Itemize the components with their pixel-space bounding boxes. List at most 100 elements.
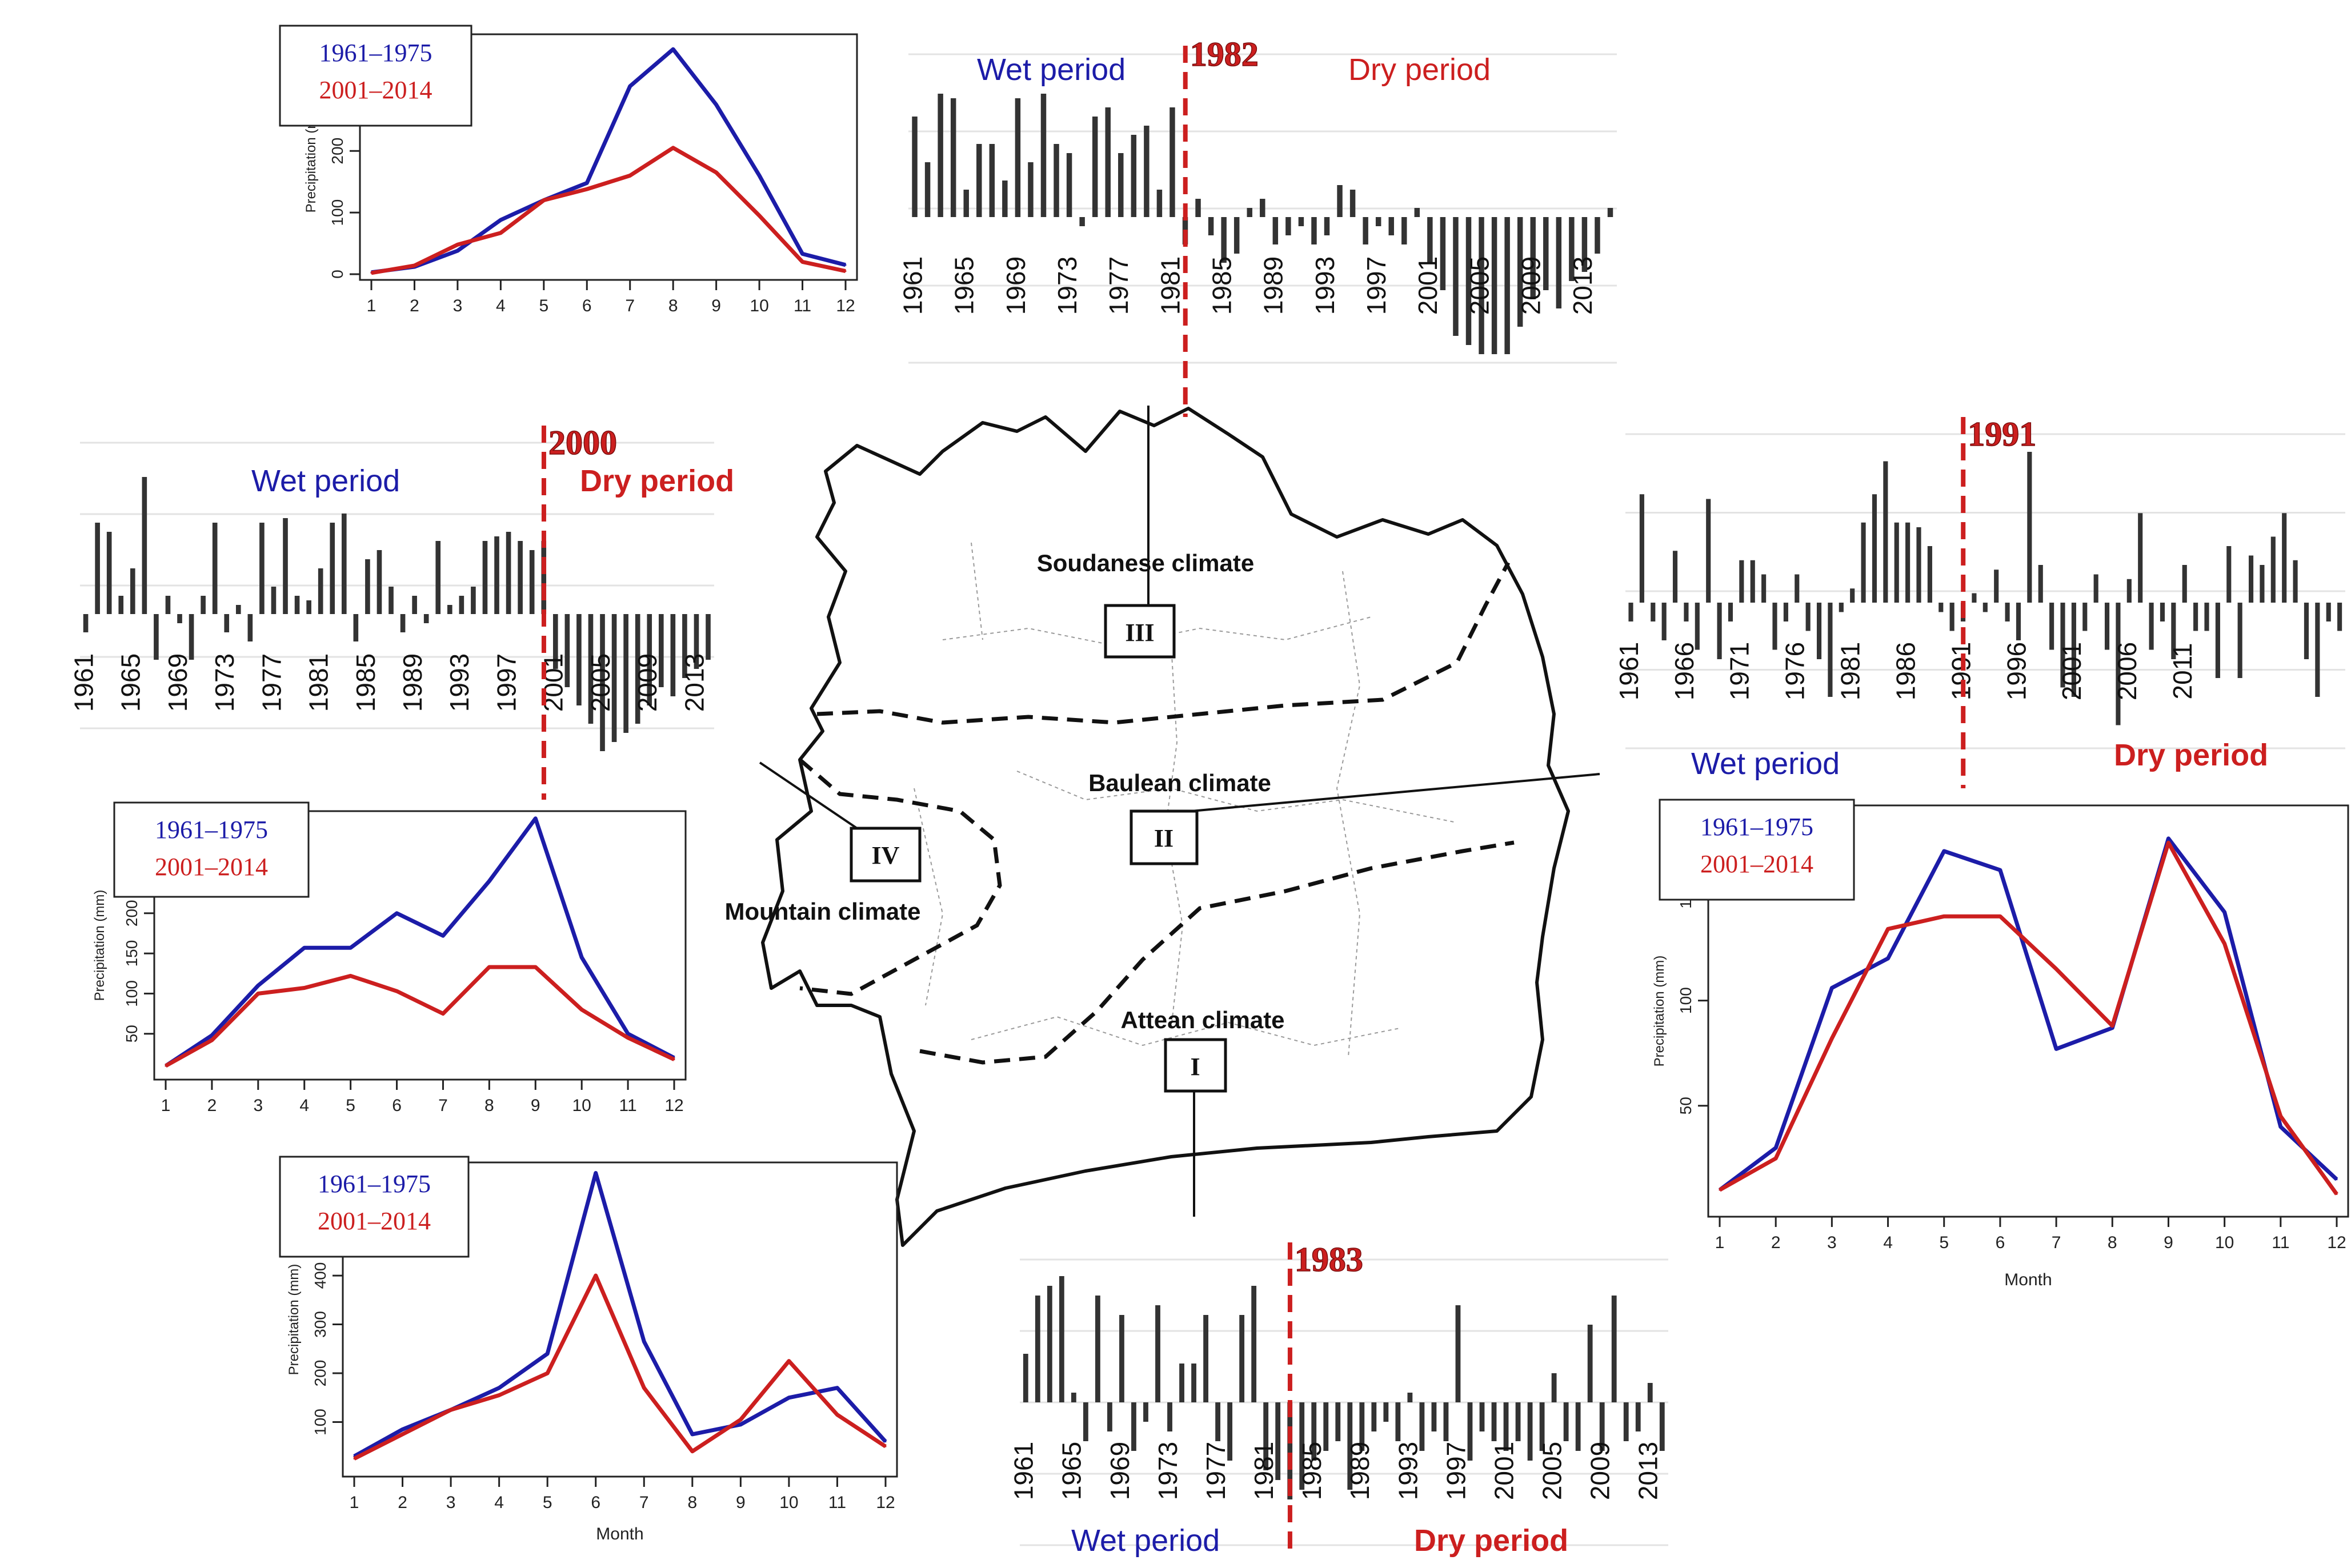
x-tick-label: 4 <box>494 1493 504 1512</box>
anomaly-bar <box>224 614 230 632</box>
anomaly-bar <box>1388 217 1394 235</box>
year-tick-label: 2005 <box>1537 1442 1567 1500</box>
anomaly-bar <box>950 98 956 217</box>
anomaly-bar <box>564 614 570 687</box>
y-tick-label: 50 <box>1677 1097 1695 1114</box>
anomaly-bar <box>1298 217 1304 226</box>
anomaly-bar <box>1119 1315 1124 1402</box>
anomaly-bar <box>1371 1402 1377 1431</box>
anomaly-bar <box>1728 603 1733 621</box>
year-tick-label: 1965 <box>1057 1442 1087 1500</box>
anomaly-bar <box>1107 1402 1112 1431</box>
year-tick-label: 1997 <box>1441 1442 1471 1500</box>
anomaly-bar <box>1215 1402 1221 1441</box>
x-tick-label: 6 <box>1996 1233 2005 1252</box>
data-point <box>788 1360 790 1362</box>
anomaly-bar <box>1035 1296 1040 1402</box>
anomaly-bar <box>471 587 476 614</box>
data-point <box>450 1409 452 1411</box>
year-tick-label: 1997 <box>1361 256 1391 315</box>
x-tick-label: 9 <box>531 1096 540 1115</box>
data-point <box>884 1441 887 1443</box>
break-year-label: 1991 <box>1968 415 2036 453</box>
anomaly-bar <box>1684 603 1689 621</box>
year-tick-label: 1985 <box>351 653 381 712</box>
data-point <box>534 817 536 820</box>
anomaly-bar <box>694 614 699 669</box>
anomaly-bar <box>2282 513 2287 603</box>
year-tick-label: 1966 <box>1669 642 1699 700</box>
year-tick-label: 1977 <box>1104 256 1134 315</box>
y-tick-label: 200 <box>123 900 141 927</box>
legend-entry-red: 2001–2014 <box>318 1207 431 1235</box>
x-tick-label: 8 <box>484 1096 494 1115</box>
series-line-red <box>1719 840 2338 1196</box>
data-point <box>370 272 373 274</box>
anomaly-bar <box>1359 1402 1365 1451</box>
anomaly-bar <box>1872 494 1877 603</box>
anomaly-bar <box>1628 603 1633 621</box>
anomaly-bar <box>1816 603 1822 659</box>
year-tick-label: 1977 <box>1201 1442 1231 1500</box>
year-tick-label: 1965 <box>950 256 979 315</box>
plot-frame <box>1707 804 2349 1218</box>
year-tick-label: 2005 <box>1464 256 1494 315</box>
data-point <box>629 85 631 87</box>
anomaly-bar <box>494 536 499 614</box>
anomaly-bar <box>976 144 982 217</box>
anomaly-bar <box>1623 1402 1629 1441</box>
legend-entry-red: 2001–2014 <box>1700 850 1813 878</box>
anomaly-bar <box>365 559 370 614</box>
year-tick-label: 2013 <box>679 653 709 712</box>
plot-frame <box>342 1161 898 1478</box>
anomaly-bar <box>1706 499 1711 603</box>
anomaly-bar <box>1530 217 1536 299</box>
anomaly-bar <box>506 532 511 614</box>
data-point <box>546 1353 548 1355</box>
anomaly-bar <box>259 523 265 614</box>
anomaly-bar <box>1595 217 1600 254</box>
anomaly-bar <box>1661 603 1667 640</box>
anomaly-bar <box>2315 603 2320 697</box>
zone-box-I: I <box>1164 1038 1227 1093</box>
x-tick-label: 7 <box>2052 1233 2061 1252</box>
series-line-blue <box>1718 836 2338 1192</box>
x-tick-label: 6 <box>392 1096 402 1115</box>
anomaly-bar <box>1569 217 1575 281</box>
legend-entry-blue: 1961–1975 <box>155 816 268 844</box>
anomaly-bar <box>1651 603 1656 621</box>
anomaly-bar <box>2138 513 2143 603</box>
anomaly-bar <box>1695 603 1700 650</box>
anomaly-bar <box>989 144 995 217</box>
year-tick-label: 2005 <box>586 653 615 712</box>
anomaly-bar <box>1453 217 1459 336</box>
data-point <box>211 1034 213 1036</box>
data-point <box>534 966 536 968</box>
x-tick-label: 5 <box>1939 1233 1949 1252</box>
data-point <box>627 1033 629 1035</box>
anomaly-bar <box>2060 603 2065 688</box>
data-point <box>844 264 847 266</box>
year-tick-label: 1961 <box>1614 642 1644 700</box>
anomaly-bar <box>1805 603 1811 631</box>
anomaly-bar <box>1131 1402 1136 1451</box>
anomaly-bar <box>529 550 535 614</box>
x-tick-label: 1 <box>1715 1233 1725 1252</box>
data-point <box>2055 1048 2057 1050</box>
anomaly-chart-1983: 1961 1965 1969 1973 1977 1981 1985 1989 1993 1997… <box>1009 1240 1668 1558</box>
dry-period-label: Dry period <box>2114 738 2268 772</box>
legend-box <box>113 801 310 898</box>
anomaly-bar <box>1717 603 1722 659</box>
data-point <box>396 912 398 915</box>
anomaly-bar <box>2293 560 2298 603</box>
anomaly-bar <box>1002 181 1008 217</box>
anomaly-bar <box>1221 217 1227 263</box>
anomaly-bar <box>2304 603 2309 659</box>
x-tick-label: 3 <box>1827 1233 1837 1252</box>
data-point <box>396 990 398 992</box>
anomaly-bar <box>1105 107 1111 217</box>
anomaly-bar <box>1287 1402 1293 1499</box>
anomaly-bar <box>1916 527 1921 603</box>
year-tick-label: 2013 <box>1568 256 1597 315</box>
anomaly-bar <box>330 523 335 614</box>
